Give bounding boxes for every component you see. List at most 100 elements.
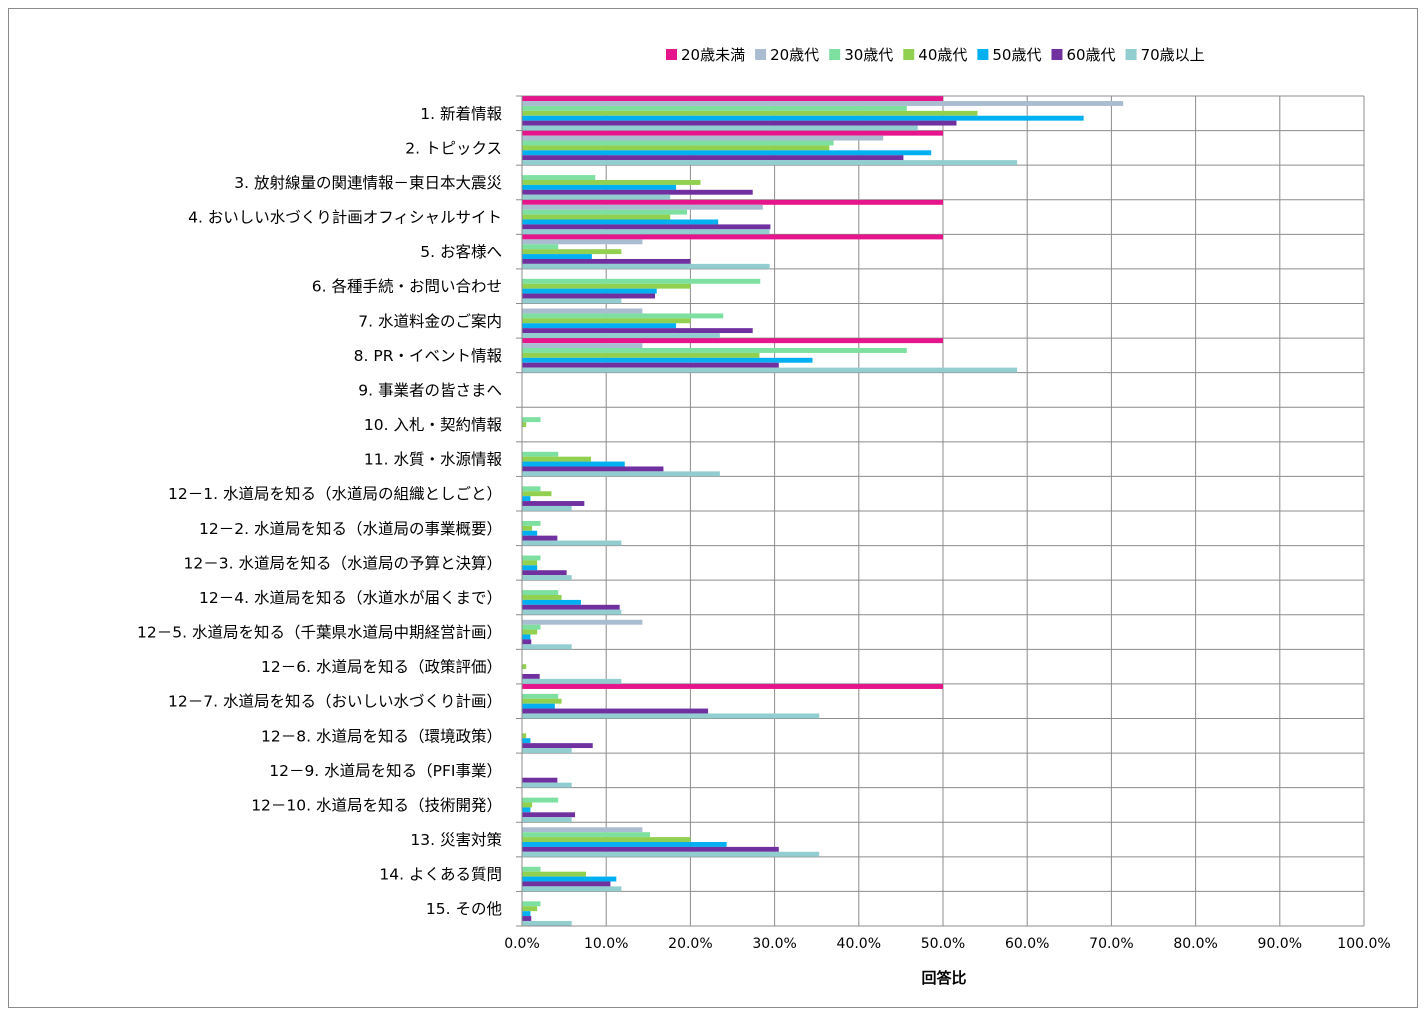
bar — [522, 313, 724, 319]
bar — [522, 96, 943, 102]
bar — [522, 180, 701, 185]
bar — [522, 812, 576, 818]
bar — [522, 140, 834, 146]
legend-label: 20歳代 — [770, 46, 819, 64]
legend-swatch — [903, 49, 915, 60]
bar — [522, 362, 779, 368]
bar — [522, 901, 541, 907]
bar — [522, 906, 538, 912]
category-label: 7. 水道料金のご案内 — [358, 312, 502, 330]
category-label: 12－9. 水道局を知る（PFI事業） — [269, 762, 502, 780]
bar — [522, 219, 719, 225]
bar — [522, 318, 691, 324]
bar — [522, 496, 531, 502]
bar — [522, 782, 572, 788]
bar — [522, 911, 531, 917]
legend: 20歳未満 20歳代 30歳代 40歳代 50歳代 60歳代 70歳以上 — [666, 46, 1205, 64]
category-label: 12－10. 水道局を知る（技術開発） — [251, 796, 502, 814]
category-label: 10. 入札・契約情報 — [364, 416, 503, 434]
bar — [522, 624, 541, 630]
bar — [522, 150, 932, 156]
bar — [522, 871, 586, 877]
legend-label: 20歳未満 — [681, 46, 745, 64]
bar — [522, 609, 622, 615]
legend-label: 50歳代 — [992, 46, 1041, 64]
bar — [522, 155, 904, 161]
bar — [522, 308, 643, 314]
x-tick-label: 90.0% — [1258, 936, 1302, 952]
bar — [522, 629, 538, 635]
bar — [522, 204, 763, 210]
bar — [522, 540, 622, 546]
category-label: 12－7. 水道局を知る（おいしい水づくり計画） — [168, 693, 502, 711]
bar — [522, 105, 907, 111]
bar — [522, 160, 1018, 166]
bar — [522, 851, 820, 857]
bar — [522, 535, 558, 541]
bar — [522, 738, 531, 744]
bar — [522, 807, 531, 813]
x-tick-label: 10.0% — [584, 936, 628, 952]
bar — [522, 827, 643, 833]
bar — [522, 209, 688, 215]
x-tick-label: 70.0% — [1089, 936, 1133, 952]
category-label: 12－8. 水道局を知る（環境政策） — [261, 726, 502, 745]
bar — [522, 145, 830, 151]
bar — [522, 837, 691, 842]
bar — [522, 125, 918, 131]
category-label: 2. トピックス — [405, 139, 502, 157]
bar — [522, 590, 559, 596]
x-tick-label: 40.0% — [837, 936, 881, 952]
bar — [522, 258, 691, 264]
bar — [522, 130, 943, 136]
bar — [522, 565, 538, 571]
bar — [522, 348, 907, 353]
legend-label: 40歳代 — [918, 46, 967, 64]
category-label: 8. PR・イベント情報 — [354, 347, 503, 365]
bar — [522, 644, 572, 650]
bar — [522, 748, 572, 753]
bar — [522, 713, 820, 719]
x-tick-label: 0.0% — [504, 936, 540, 952]
bar — [522, 595, 562, 600]
bar — [522, 456, 592, 462]
bar — [522, 501, 585, 506]
x-axis-title: 回答比 — [921, 969, 966, 987]
bar — [522, 417, 541, 423]
legend-swatch — [977, 49, 989, 60]
bar — [522, 263, 770, 269]
bar — [522, 229, 770, 235]
bar — [522, 920, 572, 926]
bar — [522, 866, 541, 872]
bar — [522, 323, 677, 329]
bar — [522, 101, 1124, 106]
bar — [522, 639, 532, 645]
bar — [522, 135, 884, 141]
category-label: 15. その他 — [426, 900, 502, 918]
category-label: 11. 水質・水源情報 — [364, 451, 503, 469]
bar — [522, 254, 592, 259]
category-label: 3. 放射線量の関連情報－東日本大震災 — [234, 174, 502, 192]
bar — [522, 684, 943, 689]
bar — [522, 422, 527, 427]
bar — [522, 530, 538, 536]
x-tick-label: 50.0% — [921, 936, 965, 952]
bar — [522, 841, 727, 847]
legend-label: 60歳代 — [1066, 46, 1115, 64]
bar — [522, 461, 625, 467]
bar — [522, 619, 643, 625]
bar — [522, 175, 596, 181]
bar — [522, 466, 664, 472]
legend-label: 70歳以上 — [1141, 46, 1205, 64]
bar — [522, 693, 559, 699]
bar — [522, 599, 581, 605]
bar — [522, 520, 541, 526]
bar — [522, 194, 671, 200]
legend-swatch — [1125, 49, 1137, 60]
bar — [522, 916, 532, 921]
bar — [522, 115, 1084, 121]
axes — [516, 95, 1364, 927]
bar — [522, 184, 677, 190]
category-label: 1. 新着情報 — [420, 105, 502, 123]
